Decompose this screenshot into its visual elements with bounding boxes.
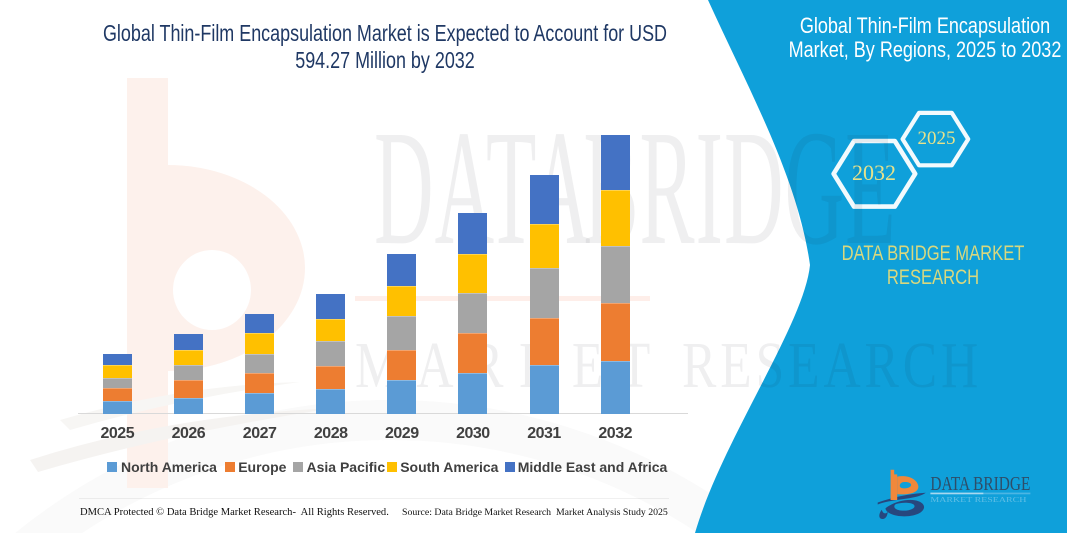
svg-text:DATA BRIDGE: DATA BRIDGE xyxy=(930,473,1030,495)
svg-text:MARKET RESEARCH: MARKET RESEARCH xyxy=(930,496,1026,504)
